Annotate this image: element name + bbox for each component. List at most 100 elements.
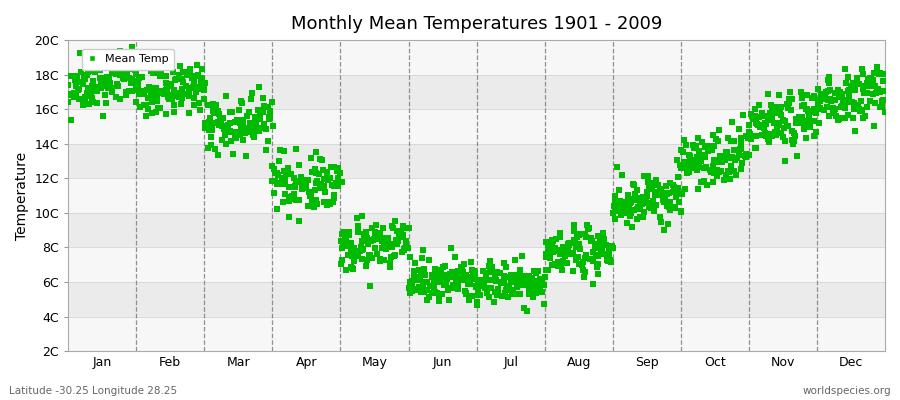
Point — [589, 252, 603, 258]
Point — [864, 75, 878, 82]
Point — [846, 106, 860, 112]
Point — [267, 170, 282, 176]
Point — [805, 109, 819, 116]
Point — [282, 184, 296, 190]
Point — [262, 114, 276, 120]
Point — [504, 274, 518, 280]
Point — [417, 247, 431, 253]
Point — [68, 90, 83, 97]
Point — [275, 180, 290, 186]
Point — [335, 245, 349, 252]
Point — [618, 200, 633, 207]
Point — [277, 175, 292, 182]
Point — [330, 166, 345, 172]
Point — [842, 93, 857, 99]
Point — [553, 251, 567, 257]
Point — [598, 242, 613, 248]
Point — [111, 71, 125, 78]
Point — [142, 84, 157, 90]
Point — [113, 62, 128, 68]
Point — [474, 277, 489, 283]
Point — [85, 95, 99, 101]
Point — [687, 144, 701, 151]
Point — [742, 130, 757, 137]
Point — [875, 102, 889, 109]
Point — [627, 182, 642, 189]
Point — [328, 180, 343, 186]
Point — [439, 282, 454, 288]
Point — [570, 234, 584, 240]
Point — [554, 230, 568, 236]
Point — [361, 241, 375, 248]
Point — [104, 62, 119, 69]
Point — [248, 122, 262, 128]
Point — [443, 285, 457, 292]
Point — [750, 121, 764, 127]
Point — [706, 170, 721, 176]
Point — [295, 186, 310, 192]
Point — [727, 157, 742, 163]
Point — [105, 70, 120, 76]
Point — [500, 294, 515, 301]
Point — [320, 169, 335, 176]
Point — [842, 87, 856, 93]
Point — [799, 121, 814, 127]
Point — [539, 250, 554, 257]
Point — [745, 113, 760, 119]
Point — [826, 105, 841, 111]
Bar — [68, 40, 885, 75]
Point — [566, 222, 580, 228]
Point — [627, 196, 642, 202]
Point — [840, 99, 854, 105]
Point — [828, 106, 842, 112]
Point — [863, 98, 878, 104]
Point — [135, 88, 149, 95]
Point — [278, 190, 293, 197]
Point — [630, 187, 644, 193]
Point — [400, 245, 415, 252]
Point — [243, 128, 257, 135]
Point — [521, 285, 535, 292]
Point — [485, 266, 500, 272]
Point — [127, 78, 141, 84]
Point — [259, 104, 274, 110]
Point — [734, 135, 748, 142]
Point — [724, 138, 738, 144]
Point — [806, 132, 821, 139]
Point — [866, 77, 880, 83]
Point — [281, 164, 295, 171]
Point — [122, 88, 136, 94]
Point — [569, 242, 583, 248]
Point — [765, 115, 779, 122]
Point — [388, 218, 402, 224]
Point — [234, 125, 248, 132]
Point — [292, 218, 306, 224]
Point — [252, 84, 266, 90]
Point — [313, 185, 328, 192]
Point — [328, 192, 342, 198]
Point — [396, 222, 410, 229]
Point — [148, 109, 163, 116]
Point — [277, 147, 292, 154]
Point — [183, 69, 197, 76]
Point — [848, 127, 862, 134]
Point — [74, 69, 88, 76]
Point — [483, 268, 498, 275]
Point — [69, 72, 84, 79]
Point — [763, 110, 778, 116]
Point — [323, 175, 338, 181]
Point — [464, 292, 479, 299]
Point — [346, 245, 361, 251]
Point — [347, 258, 362, 264]
Point — [312, 156, 327, 162]
Point — [584, 238, 598, 244]
Point — [233, 97, 248, 104]
Point — [79, 90, 94, 96]
Point — [497, 260, 511, 266]
Point — [78, 99, 93, 106]
Point — [256, 95, 270, 102]
Point — [860, 76, 875, 82]
Point — [782, 96, 796, 102]
Point — [257, 102, 272, 109]
Point — [838, 115, 852, 121]
